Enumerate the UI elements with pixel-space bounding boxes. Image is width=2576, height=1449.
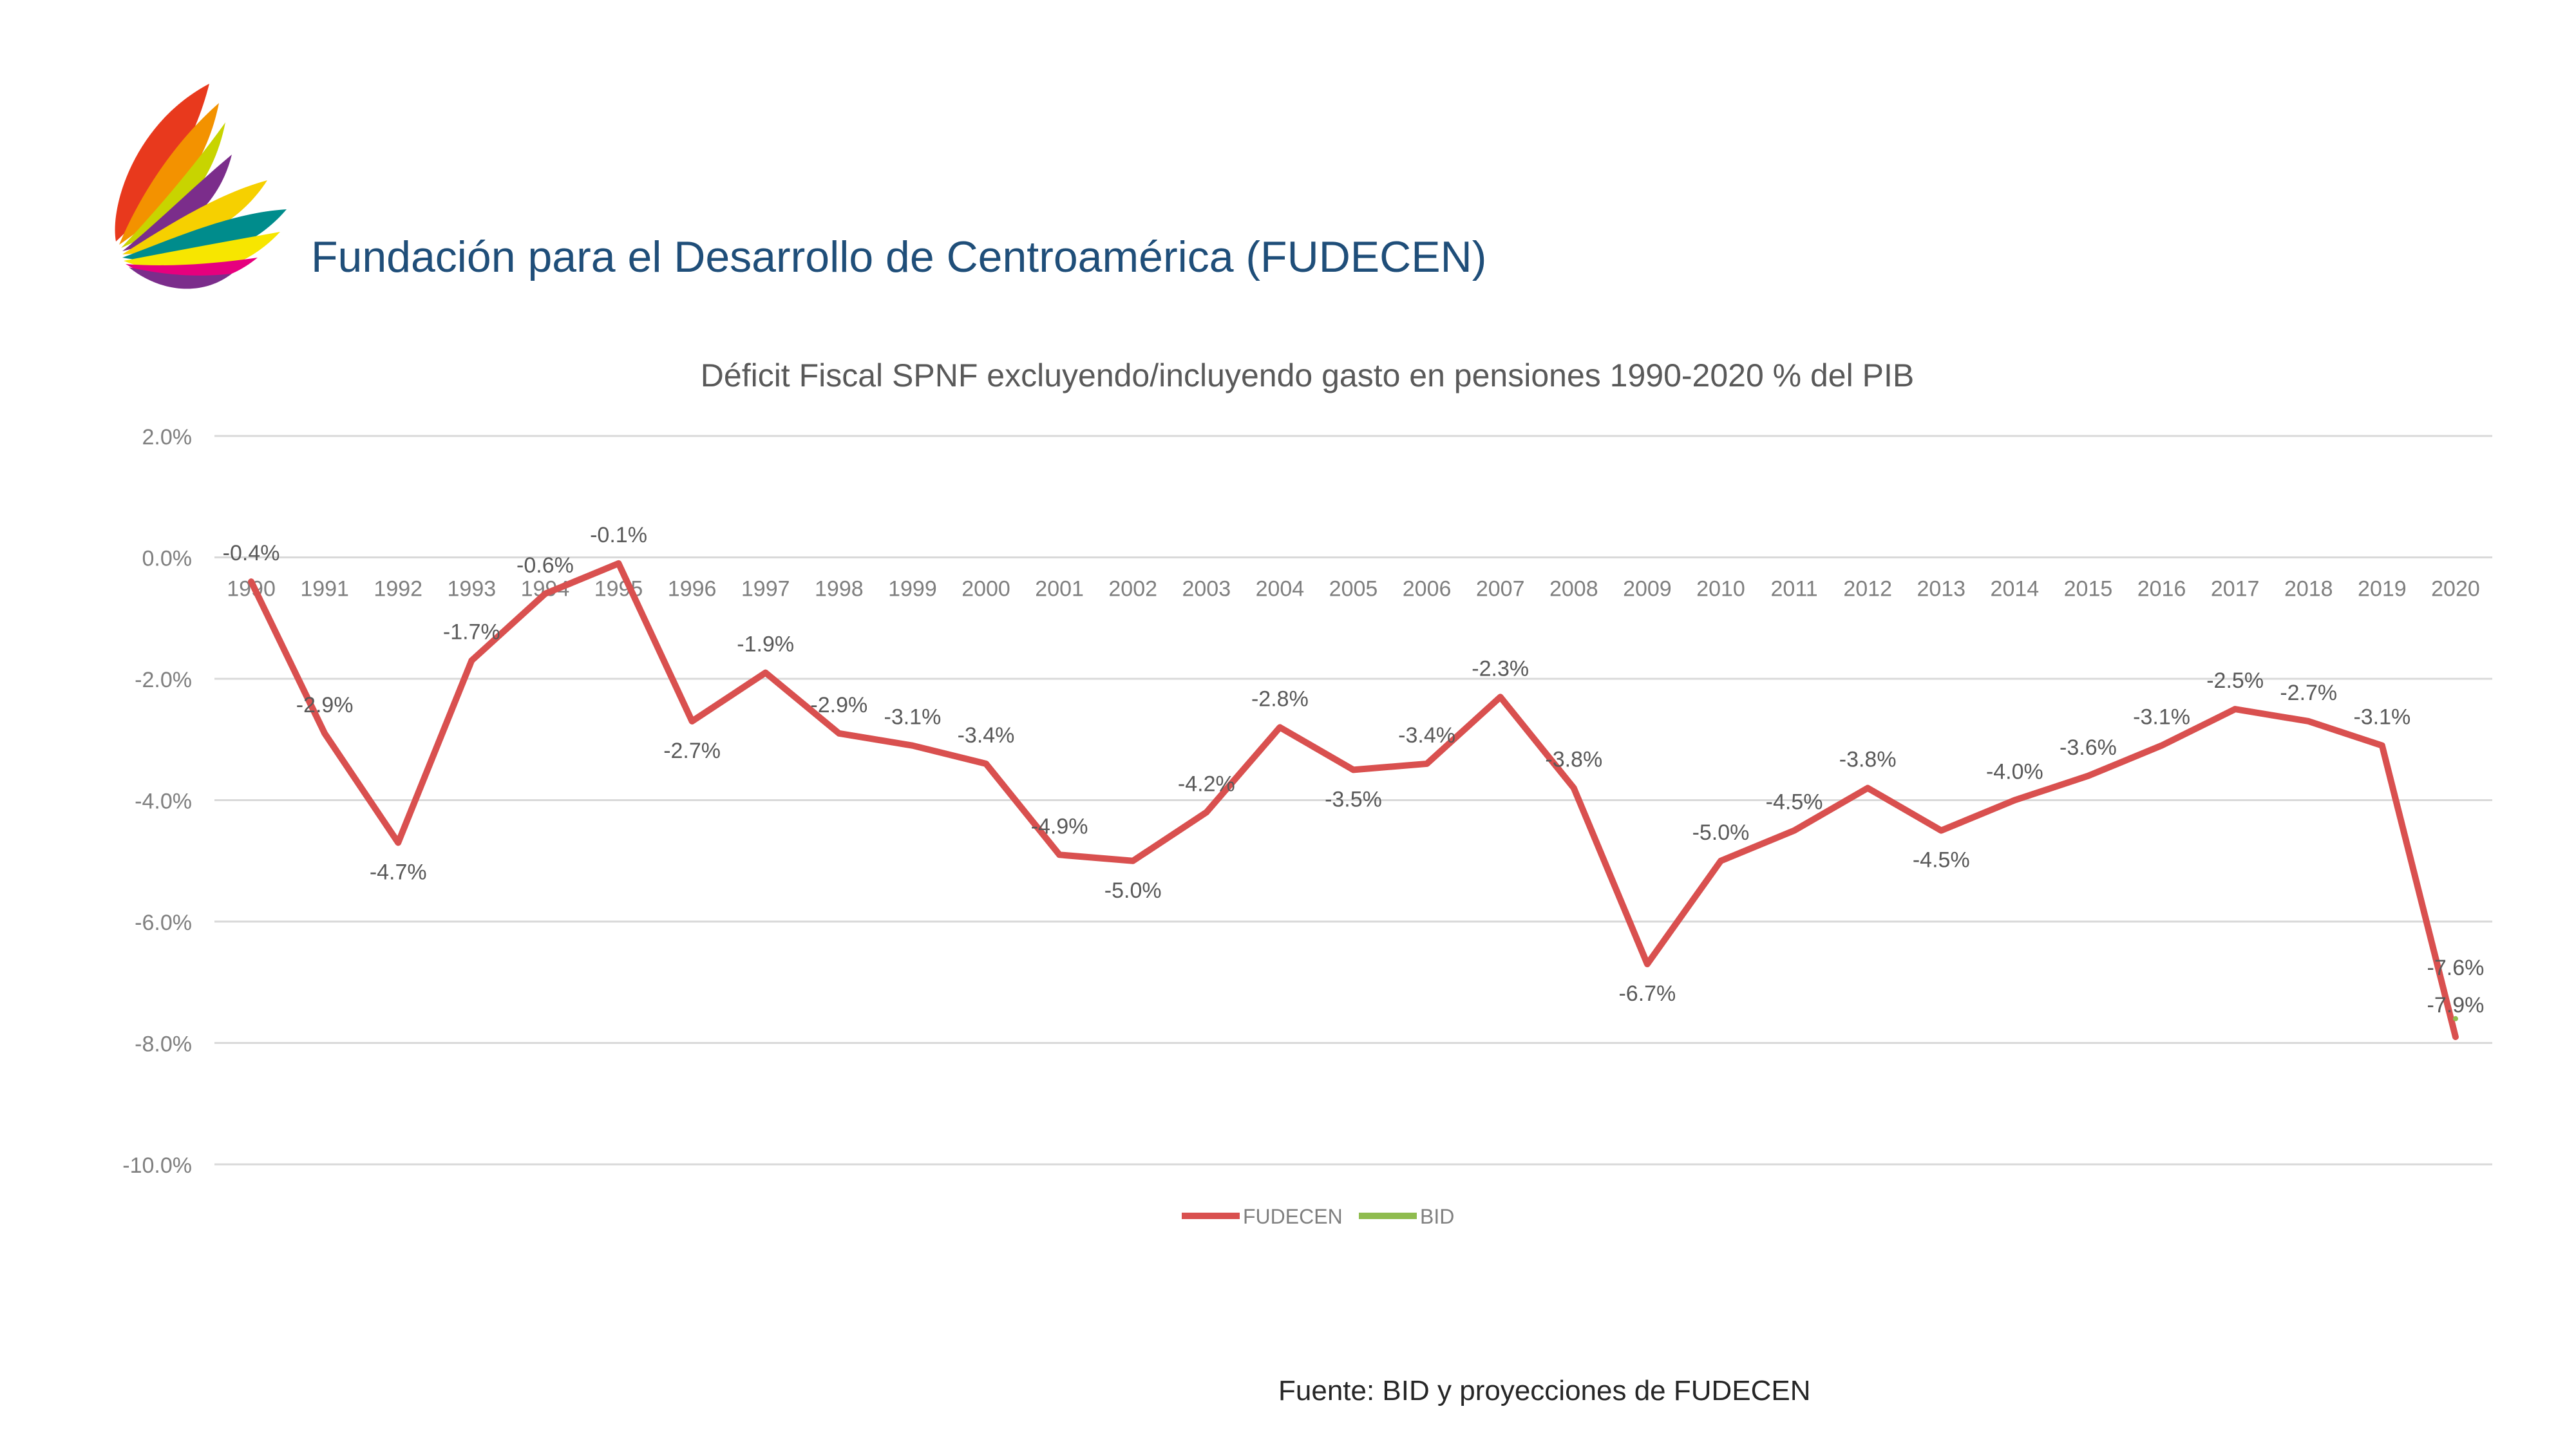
x-tick-label: 2020 <box>2431 577 2480 601</box>
x-axis-ticks: 1990 1991 1992 1993 1994 1995 1996 1997 1998 1999… <box>227 577 2480 601</box>
x-tick-label: 2004 <box>1256 577 1305 601</box>
legend-label-fudecen: FUDECEN <box>1243 1205 1343 1228</box>
data-label: -4.5% <box>1913 848 1970 873</box>
data-label: -0.1% <box>590 523 647 547</box>
chart-title: Déficit Fiscal SPNF excluyendo/incluyend… <box>701 357 1914 393</box>
data-label: -1.9% <box>737 632 794 657</box>
data-label: -6.7% <box>1618 981 1676 1006</box>
y-tick-label: -10.0% <box>122 1153 192 1178</box>
x-tick-label: 2015 <box>2064 577 2113 601</box>
x-tick-label: 2011 <box>1771 577 1818 601</box>
x-tick-label: 2012 <box>1843 577 1892 601</box>
data-label: -7.6% <box>2427 956 2485 980</box>
data-label: -3.1% <box>884 705 942 730</box>
x-tick-label: 2007 <box>1476 577 1525 601</box>
x-tick-label: 1996 <box>668 577 717 601</box>
x-tick-label: 2013 <box>1917 577 1965 601</box>
x-tick-label: 2018 <box>2284 577 2333 601</box>
x-tick-label: 2005 <box>1329 577 1378 601</box>
data-label: -2.7% <box>663 739 721 763</box>
data-label: -3.8% <box>1545 748 1602 772</box>
x-tick-label: 2008 <box>1549 577 1598 601</box>
data-label: -2.3% <box>1472 656 1529 681</box>
data-label: -0.4% <box>223 541 280 565</box>
data-label: -3.8% <box>1839 748 1897 772</box>
data-label: -2.9% <box>810 693 867 717</box>
x-tick-label: 2009 <box>1623 577 1672 601</box>
x-tick-label: 2014 <box>1991 577 2040 601</box>
y-tick-label: -4.0% <box>135 790 192 814</box>
data-label: -2.5% <box>2206 668 2264 693</box>
x-tick-label: 2006 <box>1403 577 1452 601</box>
data-label: -2.8% <box>1251 687 1309 711</box>
data-label: -5.0% <box>1692 820 1750 845</box>
x-tick-label: 2017 <box>2211 577 2260 601</box>
data-label: -0.6% <box>516 553 574 578</box>
data-label: -1.7% <box>443 620 500 645</box>
data-label: -2.9% <box>296 693 354 717</box>
x-tick-label: 2019 <box>2358 577 2407 601</box>
data-label: -4.7% <box>370 860 427 884</box>
series-line-fudecen <box>248 560 2459 1041</box>
x-tick-label: 2010 <box>1696 577 1745 601</box>
legend-label-bid: BID <box>1420 1205 1454 1228</box>
data-label: -4.9% <box>1031 814 1088 838</box>
x-tick-label: 2003 <box>1182 577 1231 601</box>
data-label: -4.2% <box>1178 772 1235 796</box>
x-tick-label: 2001 <box>1035 577 1084 601</box>
legend: FUDECEN BID <box>1182 1205 1454 1228</box>
source-note: Fuente: BID y proyecciones de FUDECEN <box>1278 1375 1811 1406</box>
x-tick-label: 1992 <box>374 577 422 601</box>
data-label: -3.1% <box>2133 705 2190 730</box>
y-tick-label: -2.0% <box>135 668 192 692</box>
data-label: -3.5% <box>1325 787 1382 811</box>
x-tick-label: 1993 <box>448 577 497 601</box>
gridlines <box>214 435 2492 1166</box>
x-tick-label: 2000 <box>961 577 1010 601</box>
data-labels: -0.4% -2.9% -4.7% -1.7% -0.6% -0.1% -2.7% -1.9%… <box>223 523 2485 1018</box>
series-point-bid <box>2452 1016 2458 1021</box>
data-label: -3.1% <box>2353 705 2410 730</box>
x-tick-label: 1999 <box>888 577 937 601</box>
y-tick-label: -8.0% <box>135 1032 192 1057</box>
y-tick-label: 0.0% <box>142 547 193 571</box>
data-label: -3.6% <box>2060 735 2117 760</box>
x-tick-label: 1991 <box>300 577 349 601</box>
x-tick-label: 2002 <box>1108 577 1157 601</box>
organization-title: Fundación para el Desarrollo de Centroam… <box>311 232 1487 281</box>
x-tick-label: 1998 <box>815 577 864 601</box>
data-label: -2.7% <box>2280 681 2337 705</box>
x-tick-label: 1997 <box>741 577 790 601</box>
data-label: -4.0% <box>1986 760 2043 784</box>
data-label: -4.5% <box>1766 790 1823 815</box>
data-label: -7.9% <box>2427 993 2485 1018</box>
data-label: -3.4% <box>958 723 1015 748</box>
data-label: -3.4% <box>1398 723 1455 748</box>
data-label: -5.0% <box>1104 878 1162 903</box>
y-tick-label: 2.0% <box>142 425 193 450</box>
y-tick-label: -6.0% <box>135 911 192 935</box>
x-tick-label: 2016 <box>2137 577 2186 601</box>
series-lines <box>248 560 2459 1041</box>
y-axis-ticks: 2.0% 0.0% -2.0% -4.0% -6.0% -8.0% -10.0% <box>122 425 192 1178</box>
fudecen-logo <box>115 84 287 289</box>
